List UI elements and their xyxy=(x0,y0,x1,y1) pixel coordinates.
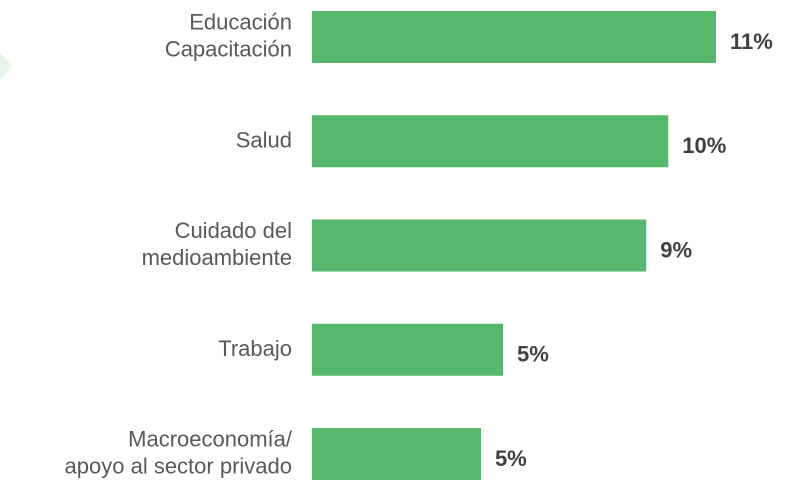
bar xyxy=(312,323,503,376)
category-label: Salud xyxy=(236,127,292,152)
bar xyxy=(312,219,647,272)
value-label: 5% xyxy=(495,446,527,471)
bar xyxy=(312,428,481,480)
category-label: Cuidado del medioambiente xyxy=(142,218,292,270)
decoration xyxy=(0,52,12,80)
category-label: Macroeconomía/apoyo al sector privado xyxy=(65,426,293,478)
value-label: 11% xyxy=(730,29,773,54)
bar xyxy=(312,11,716,63)
value-label: 5% xyxy=(517,342,549,367)
category-label: Educación Capacitación xyxy=(165,9,292,61)
bar xyxy=(312,115,669,168)
category-label: Trabajo xyxy=(218,336,292,361)
value-label: 10% xyxy=(682,133,726,158)
value-label: 9% xyxy=(660,237,692,262)
